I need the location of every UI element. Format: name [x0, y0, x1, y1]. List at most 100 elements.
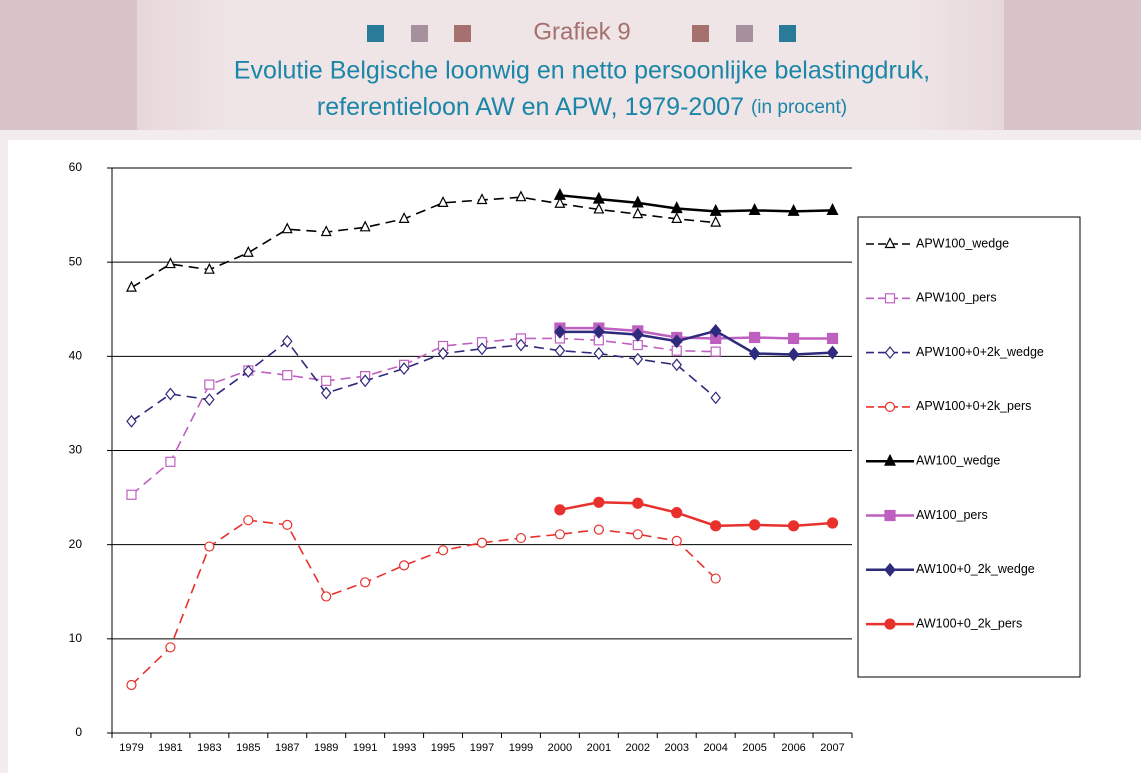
point [884, 509, 896, 522]
point [398, 212, 410, 223]
point [826, 332, 839, 345]
point [593, 324, 605, 339]
point [398, 362, 410, 376]
point [884, 293, 896, 304]
x-tick-label: 2000 [548, 742, 572, 754]
point [593, 496, 605, 508]
point [515, 338, 527, 352]
chart-title: referentieloon AW en APW, 1979-2007 (in … [317, 93, 847, 121]
point [360, 577, 371, 588]
point [670, 334, 683, 349]
x-tick-label: 1987 [275, 742, 299, 754]
series-line [131, 340, 717, 422]
point [554, 529, 565, 540]
legend-label: APW100+0+2k_wedge [916, 345, 1044, 359]
x-tick-label: 1981 [158, 742, 182, 754]
point [126, 414, 137, 428]
point [671, 535, 682, 547]
point [632, 327, 644, 342]
y-tick-label: 30 [69, 443, 83, 457]
x-tick-label: 2007 [820, 742, 844, 754]
point [321, 375, 332, 386]
point [204, 393, 215, 407]
legend-label: AW100+0_2k_wedge [916, 562, 1035, 576]
point [749, 331, 761, 344]
point [709, 203, 722, 216]
point [671, 507, 683, 519]
point [632, 339, 643, 351]
chart-title: referentieloon AW en APW, 1979-2007 [317, 93, 744, 121]
series-line [559, 501, 833, 528]
point [710, 573, 721, 584]
point [476, 193, 488, 205]
point [748, 203, 761, 215]
point [631, 195, 644, 208]
chart-title: Evolutie Belgische loonwig en netto pers… [234, 57, 930, 85]
x-tick-label: 1983 [197, 742, 221, 754]
title-note: (in procent) [751, 97, 847, 118]
series-line [559, 326, 833, 340]
legend-label: AW100_pers [916, 508, 988, 522]
point [884, 562, 896, 577]
point [710, 391, 721, 405]
point [554, 324, 566, 339]
legend-label: APW100_pers [916, 291, 997, 305]
point [632, 352, 644, 366]
series-line [131, 196, 716, 289]
point [242, 245, 254, 257]
x-tick-label: 2003 [664, 742, 688, 754]
point [554, 504, 566, 516]
point [671, 212, 683, 223]
point [826, 203, 839, 215]
y-tick-label: 40 [69, 349, 83, 363]
point [437, 545, 449, 556]
point [826, 345, 839, 360]
x-tick-label: 2001 [587, 742, 611, 754]
point [553, 187, 566, 200]
point [787, 203, 800, 216]
point [399, 560, 410, 571]
point [320, 225, 332, 237]
x-tick-label: 1997 [470, 742, 494, 754]
x-tick-label: 1991 [353, 742, 377, 754]
point [282, 519, 293, 530]
point [126, 679, 137, 691]
series-line [130, 519, 717, 686]
point [165, 456, 176, 467]
point [787, 520, 800, 532]
point [243, 515, 254, 526]
point [554, 196, 566, 208]
point [204, 379, 215, 390]
x-tick-label: 1999 [509, 742, 533, 754]
point [748, 346, 761, 361]
header-band [0, 0, 1141, 130]
series-line [559, 329, 833, 356]
point [437, 196, 449, 207]
point [126, 280, 137, 292]
y-tick-label: 0 [75, 725, 82, 739]
x-tick-label: 1995 [431, 742, 455, 754]
point [359, 374, 371, 388]
point [359, 220, 371, 232]
point [515, 532, 527, 544]
point [632, 529, 643, 540]
point [321, 591, 332, 602]
point [165, 387, 176, 401]
x-tick-label: 1985 [236, 742, 260, 754]
point [632, 497, 644, 509]
point [632, 207, 644, 219]
point [204, 541, 215, 552]
point [884, 346, 896, 360]
point [884, 401, 896, 412]
point [593, 524, 604, 535]
point [281, 222, 293, 234]
y-tick-label: 20 [69, 537, 83, 551]
point [884, 237, 896, 249]
legend-box [857, 216, 1081, 678]
point [670, 201, 683, 214]
x-tick-label: 2006 [781, 742, 805, 754]
heading-squares [367, 25, 796, 42]
point [437, 347, 449, 360]
x-tick-label: 2004 [703, 742, 727, 754]
x-tick-label: 2005 [742, 742, 766, 754]
